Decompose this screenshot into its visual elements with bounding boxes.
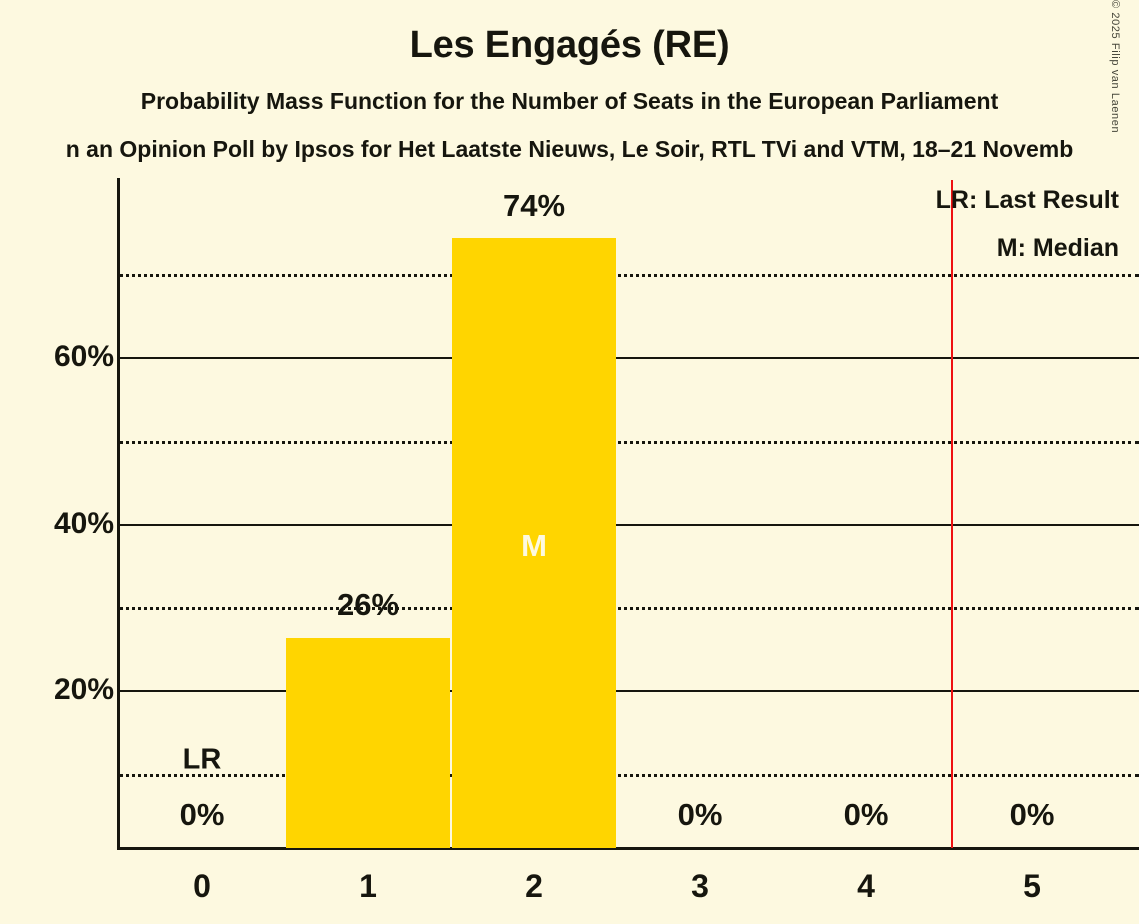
plot-area: 0% 26% 74% 0% 0% 0% M LR [119, 180, 1139, 848]
x-tick-label-2: 2 [525, 868, 543, 904]
gridline-20 [119, 690, 1139, 692]
last-result-marker: LR [182, 743, 222, 776]
gridline-70 [119, 274, 1139, 277]
y-tick-label-40: 40% [53, 507, 114, 540]
bar-value-label-2: 74% [502, 188, 566, 223]
x-tick-label-5: 5 [1023, 868, 1041, 904]
legend-item-last-result: LR: Last Result [935, 186, 1119, 214]
median-marker: M [521, 528, 547, 563]
x-tick-label-3: 3 [691, 868, 709, 904]
x-tick-label-0: 0 [193, 868, 211, 904]
y-tick-label-60: 60% [53, 340, 114, 373]
gridline-30 [119, 607, 1139, 610]
chart-source-line: n an Opinion Poll by Ipsos for Het Laats… [65, 136, 1074, 162]
threshold-line [951, 180, 953, 848]
gridline-40 [119, 524, 1139, 526]
y-axis [117, 178, 120, 850]
gridline-50 [119, 441, 1139, 444]
chart-subtitle: Probability Mass Function for the Number… [140, 88, 999, 114]
bar-value-label-5: 0% [1009, 797, 1055, 832]
bar-value-label-3: 0% [677, 797, 723, 832]
bar-value-label-4: 0% [843, 797, 889, 832]
x-tick-label-1: 1 [359, 868, 377, 904]
bar-value-label-1: 26% [336, 587, 400, 622]
legend-item-median: M: Median [996, 234, 1119, 262]
bar-1[interactable] [286, 638, 450, 848]
x-axis [117, 847, 1139, 850]
bar-value-label-0: 0% [179, 797, 225, 832]
copyright-notice: © 2025 Filip van Laenen [1109, 0, 1121, 134]
page-title: Les Engagés (RE) [409, 24, 730, 66]
bar-2[interactable] [452, 238, 616, 848]
gridline-10 [119, 774, 1139, 777]
y-tick-label-20: 20% [53, 673, 114, 706]
gridline-60 [119, 357, 1139, 359]
x-tick-label-4: 4 [857, 868, 875, 904]
